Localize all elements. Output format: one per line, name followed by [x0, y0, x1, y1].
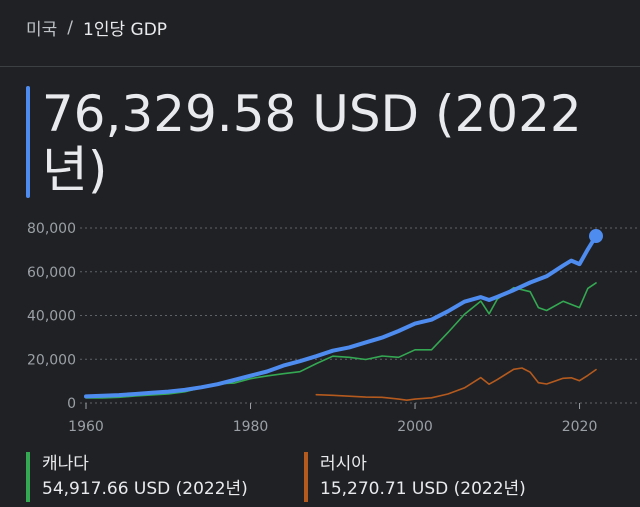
breadcrumb-separator: / [67, 17, 74, 38]
legend-value: 15,270.71 USD (2022년) [320, 479, 526, 499]
series-line-russia [315, 367, 597, 401]
legend-color-bar [304, 452, 308, 502]
breadcrumb-metric: 1인당 GDP [83, 20, 168, 40]
legend-color-bar [26, 452, 30, 502]
line-chart[interactable]: 0 20,000 40,000 60,000 80,000 1960 1980 2000 202… [0, 210, 640, 445]
y-tick-label: 80,000 [27, 221, 76, 237]
headline: 76,329.58 USD (2022년) [26, 86, 626, 198]
headline-accent-bar [26, 86, 30, 198]
y-tick-label: 60,000 [27, 265, 76, 281]
legend-value: 54,917.66 USD (2022년) [42, 479, 248, 499]
series-line-canada [85, 282, 597, 399]
y-tick-label: 0 [67, 396, 76, 412]
legend-name: 러시아 [320, 454, 367, 474]
legend-name: 캐나다 [42, 454, 89, 474]
y-tick-label: 40,000 [27, 309, 76, 325]
legend-item-canada[interactable]: 캐나다 54,917.66 USD (2022년) [26, 452, 248, 502]
x-tick-label: 1960 [68, 419, 104, 435]
breadcrumb-country[interactable]: 미국 [26, 20, 58, 40]
legend-item-russia[interactable]: 러시아 15,270.71 USD (2022년) [304, 452, 526, 502]
x-tick-label: 2020 [562, 419, 598, 435]
x-tick-label: 1980 [233, 419, 269, 435]
breadcrumb: 미국 / 1인당 GDP [26, 15, 168, 41]
headline-value: 76,329.58 USD (2022년) [41, 85, 582, 199]
series-line-usa [84, 234, 598, 399]
header-divider [0, 66, 640, 67]
x-tick-label: 2000 [397, 419, 433, 435]
y-tick-label: 20,000 [27, 352, 76, 368]
series-endpoint-usa [589, 229, 603, 244]
